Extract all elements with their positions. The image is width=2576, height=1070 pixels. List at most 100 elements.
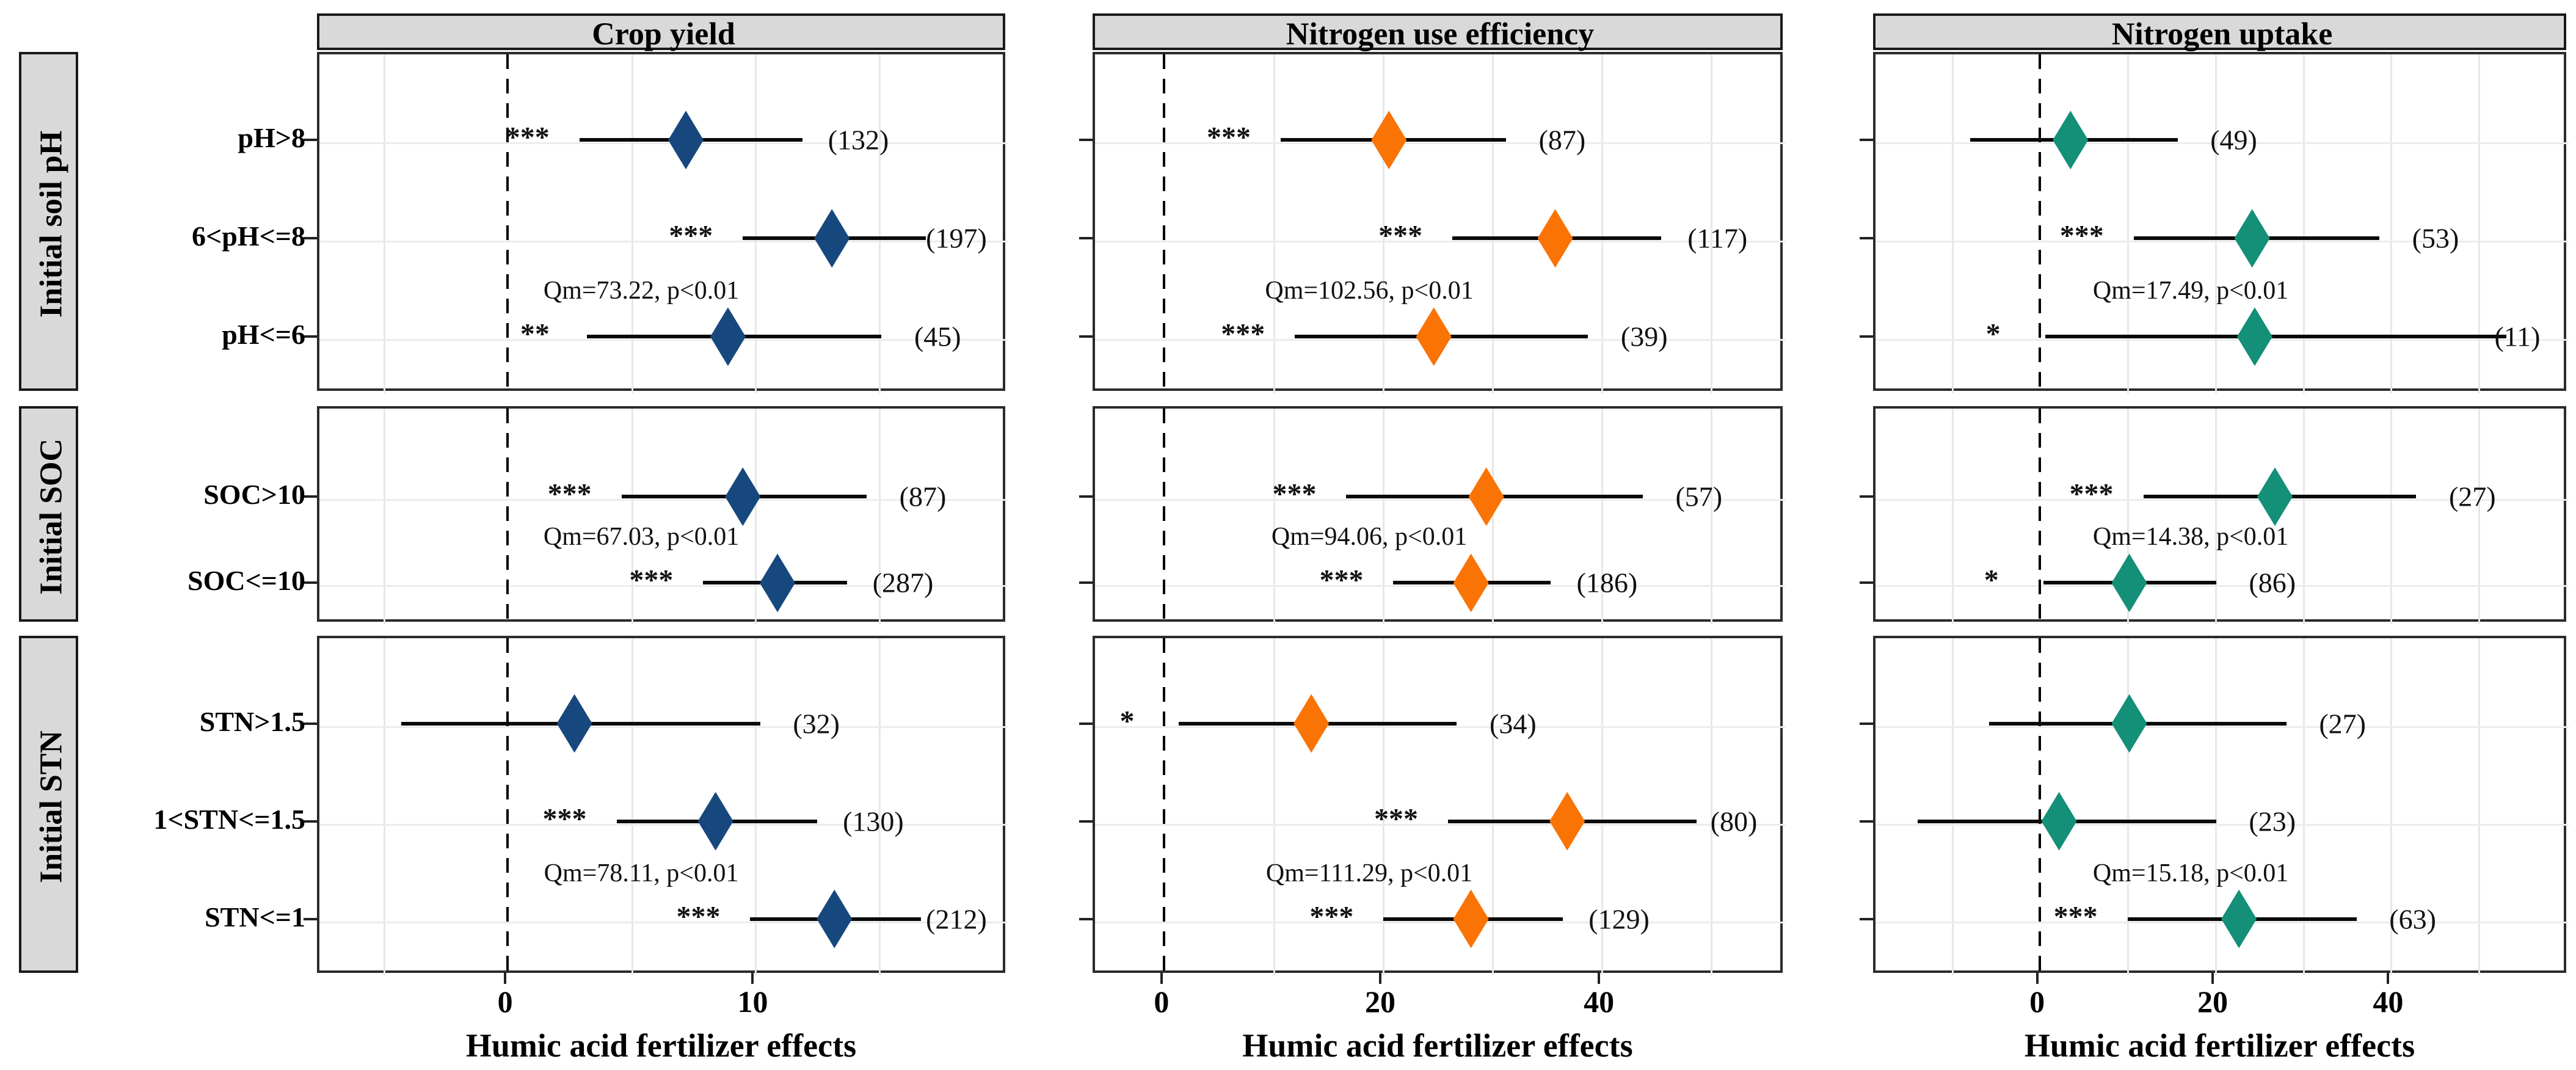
vertical-gridline [2390,638,2393,975]
sample-size-label: (27) [2448,481,2496,512]
qm-annotation: Qm=78.11, p<0.01 [544,859,739,887]
significance-stars: *** [1319,564,1364,597]
y-axis-tick [304,335,317,338]
significance-stars: *** [1378,219,1423,252]
qm-annotation: Qm=17.49, p<0.01 [2092,277,2289,305]
facet-strip: Initial SOC [19,406,78,622]
horizontal-gridline [1876,499,2569,501]
x-axis-tick [1598,973,1601,984]
vertical-gridline [1601,409,1604,624]
horizontal-gridline [1095,585,1785,588]
horizontal-gridline [319,726,1008,728]
row-label: 1<STN<=1.5 [153,803,305,835]
horizontal-gridline [1095,499,1785,501]
x-axis-tick [504,973,507,984]
significance-stars: *** [1374,802,1418,835]
y-axis-tick [1079,335,1093,338]
y-axis-tick [1860,917,1873,920]
vertical-gridline [1492,409,1494,624]
sample-size-label: (212) [926,903,987,935]
vertical-gridline [1382,638,1384,975]
vertical-gridline [1951,409,1954,624]
zero-reference-line [2038,409,2041,624]
row-label: 6<pH<=8 [192,220,305,252]
panel [1093,636,1785,975]
sample-size-label: (32) [793,708,840,740]
y-axis-tick [304,139,317,142]
y-axis-tick [304,917,317,920]
sample-size-label: (86) [2249,567,2296,599]
vertical-gridline [1951,638,1954,975]
significance-stars: *** [1272,478,1317,511]
x-axis-title: Humic acid fertilizer effects [1242,1027,1633,1064]
y-axis-tick [1079,722,1093,725]
vertical-gridline [2215,54,2217,393]
vertical-gridline [879,409,881,624]
sample-size-label: (186) [1576,567,1638,599]
column-title: Nitrogen use efficiency [1286,16,1595,52]
sample-size-label: (53) [2412,222,2459,254]
significance-stars: *** [2059,219,2104,252]
significance-stars: *** [505,121,550,154]
x-tick-label: 0 [497,984,513,1019]
significance-stars: * [1984,564,1999,597]
y-axis-tick [1079,581,1093,584]
sample-size-label: (45) [914,321,961,352]
y-axis-tick [304,820,317,823]
x-tick-label: 40 [1584,984,1615,1019]
horizontal-gridline [1095,142,1785,145]
vertical-gridline [879,54,881,393]
y-axis-tick [1860,139,1873,142]
row-label: STN>1.5 [199,705,305,737]
vertical-gridline [2390,54,2393,393]
horizontal-gridline [319,823,1008,826]
facet-title: Initial soil pH [34,130,68,318]
x-axis-tick [2387,973,2390,984]
horizontal-gridline [1876,823,2569,826]
column-title-strip: Crop yield [317,13,1005,52]
horizontal-gridline [1095,823,1785,826]
significance-stars: *** [2069,478,2114,511]
significance-stars: *** [676,900,721,933]
panel [1093,406,1785,624]
zero-reference-line [506,54,509,393]
significance-stars: *** [669,219,713,252]
facet-title: Initial STN [34,730,68,883]
vertical-gridline [1382,409,1384,624]
sample-size-label: (132) [828,124,889,156]
x-axis-tick [2036,973,2039,984]
significance-stars: * [1119,705,1135,738]
sample-size-label: (87) [1538,124,1586,156]
x-tick-label: 10 [737,984,768,1019]
vertical-gridline [755,54,757,393]
sample-size-label: (63) [2389,903,2436,935]
x-axis-title: Humic acid fertilizer effects [465,1027,857,1064]
horizontal-gridline [1876,585,2569,588]
vertical-gridline [1711,638,1713,975]
vertical-gridline [1711,54,1713,393]
vertical-gridline [2478,409,2481,624]
panel [1873,52,2569,393]
horizontal-gridline [1876,142,2569,145]
panel [317,406,1008,624]
vertical-gridline [1951,54,1954,393]
horizontal-gridline [1095,726,1785,728]
qm-annotation: Qm=73.22, p<0.01 [543,277,740,305]
zero-reference-line [2038,638,2041,975]
vertical-gridline [1273,638,1275,975]
significance-stars: *** [547,478,592,511]
qm-annotation: Qm=94.06, p<0.01 [1271,523,1468,551]
vertical-gridline [2215,409,2217,624]
y-axis-tick [1079,237,1093,240]
vertical-gridline [1492,54,1494,393]
y-axis-tick [1860,820,1873,823]
vertical-gridline [631,638,633,975]
significance-stars: *** [1309,900,1354,933]
vertical-gridline [755,638,757,975]
sample-size-label: (11) [2494,321,2541,352]
vertical-gridline [631,54,633,393]
vertical-gridline [1711,409,1713,624]
y-axis-tick [304,722,317,725]
horizontal-gridline [319,921,1008,923]
row-label: SOC<=10 [187,565,305,597]
